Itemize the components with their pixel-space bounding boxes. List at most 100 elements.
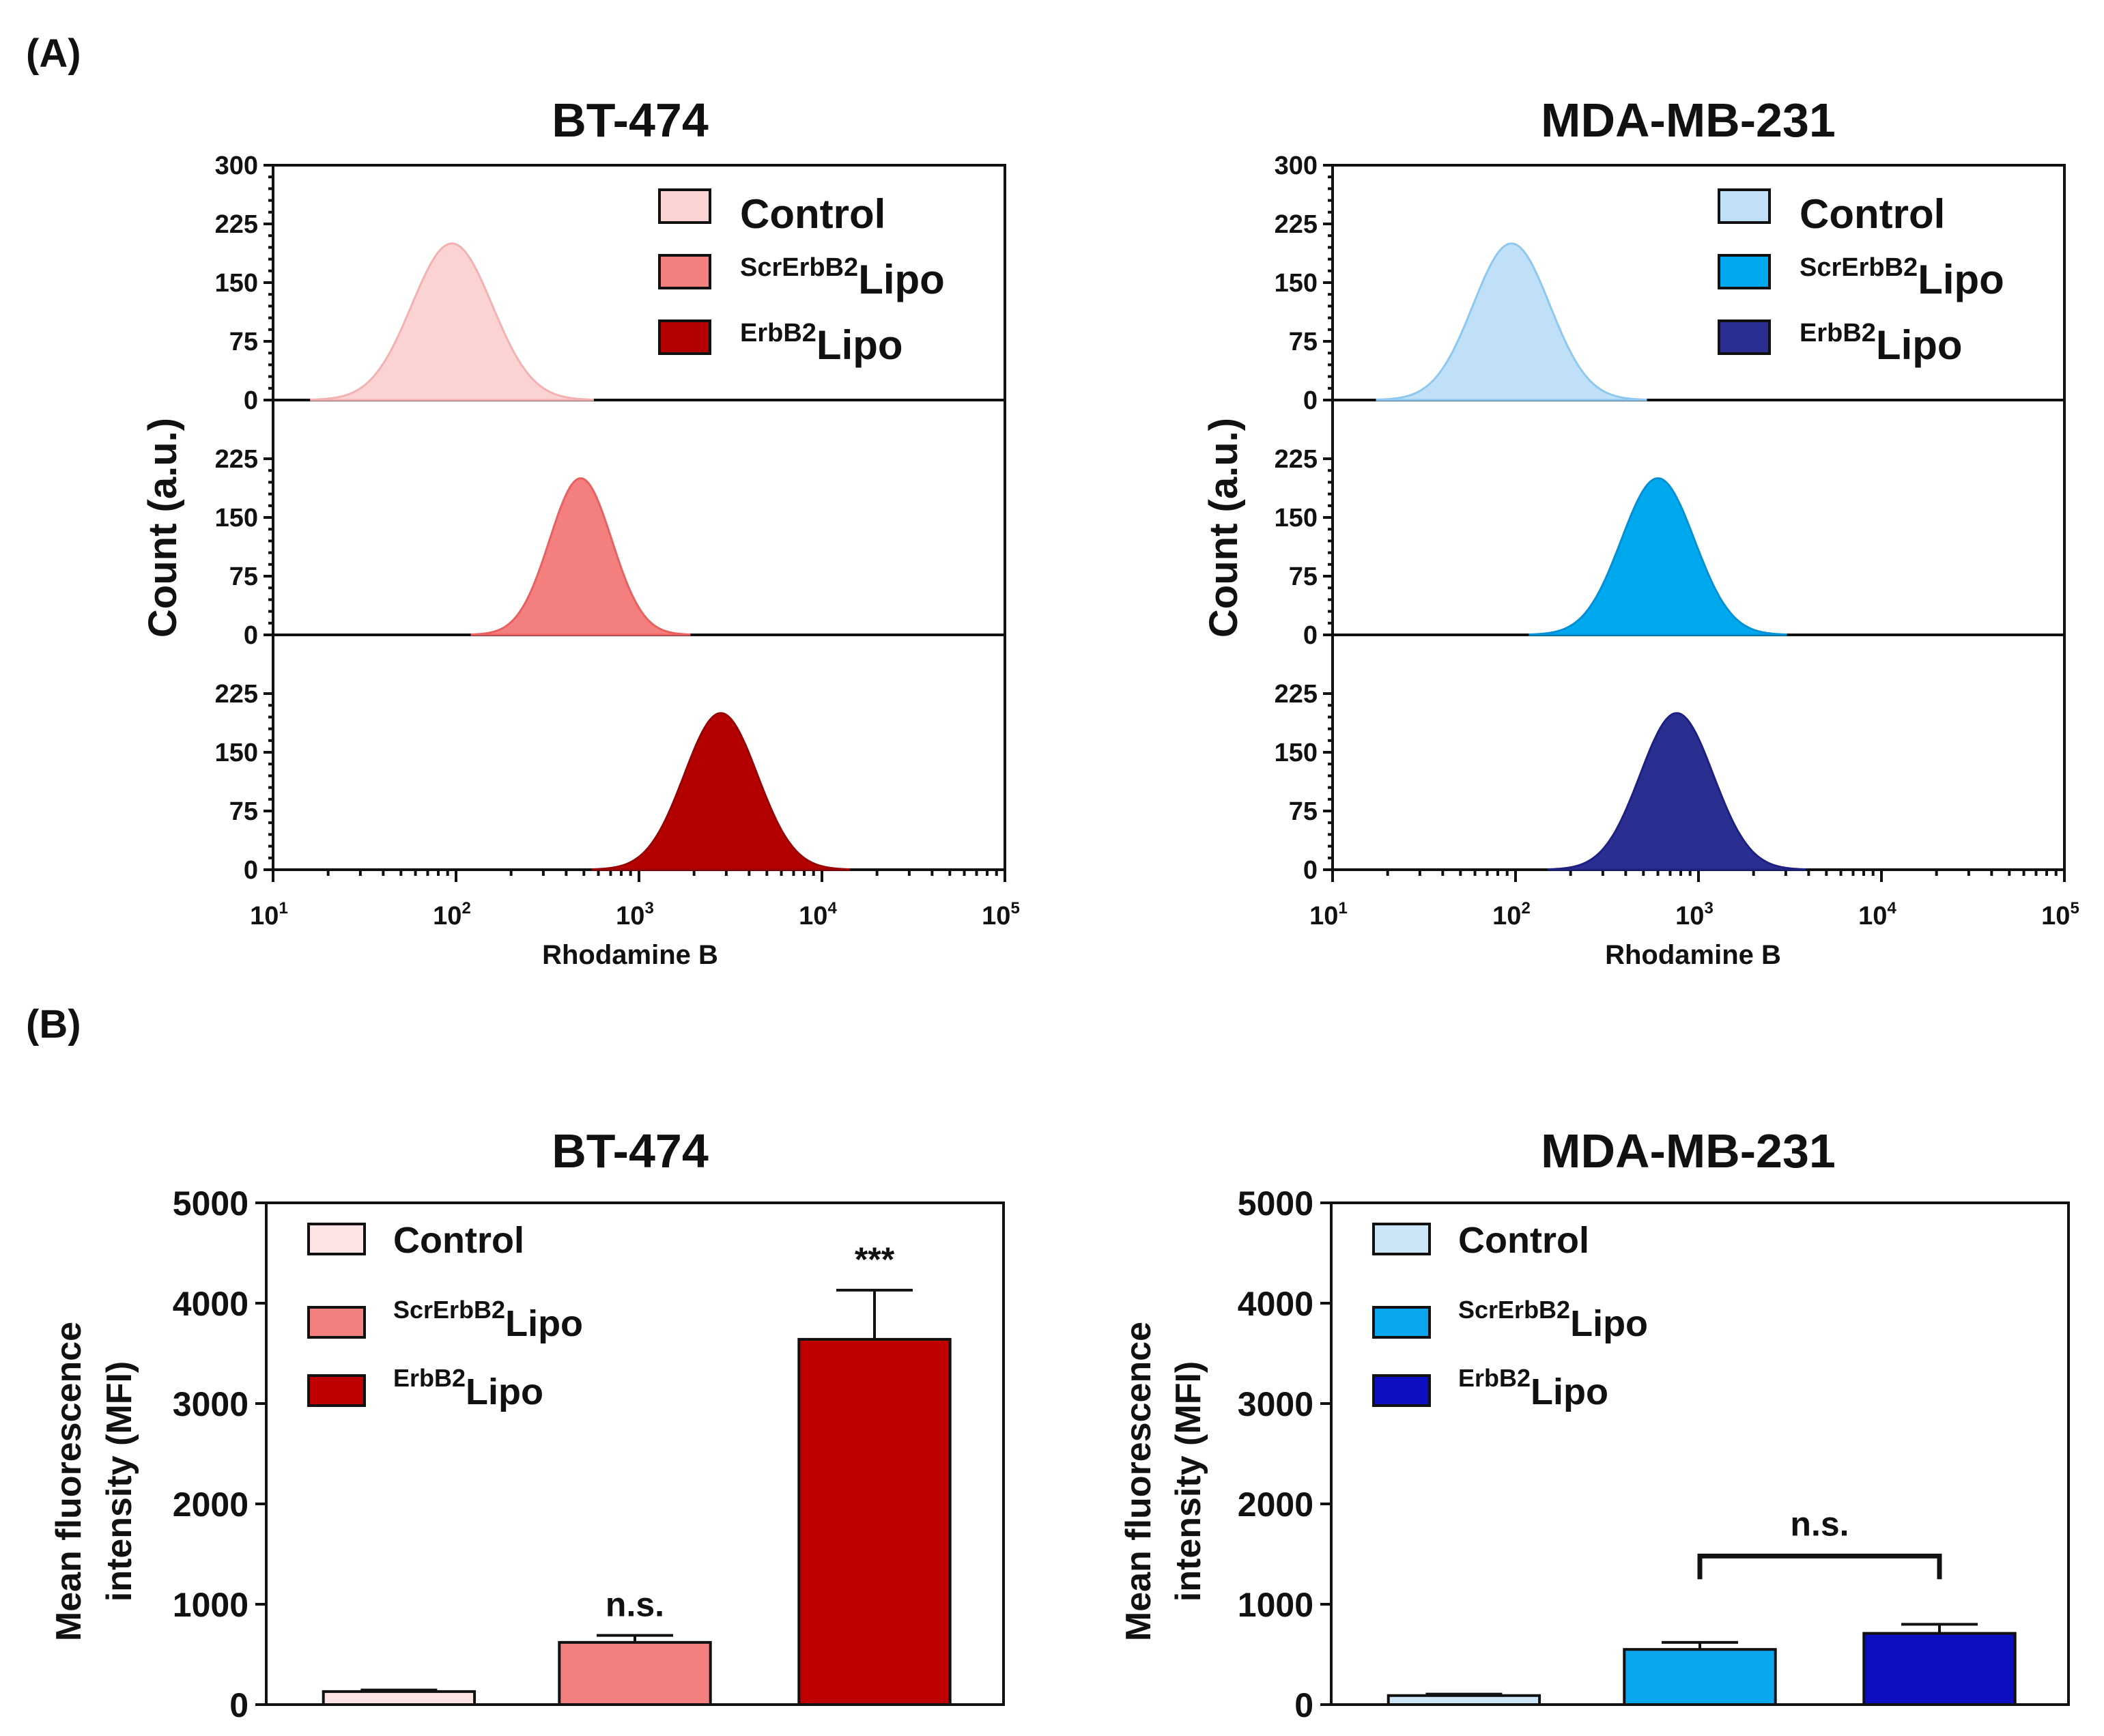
histogram-title: MDA-MB-231 bbox=[1541, 94, 1836, 147]
legend-label: ScrErbB2Lipo bbox=[1800, 253, 2004, 302]
y-tick-label: 225 bbox=[215, 210, 258, 239]
histogram-distribution bbox=[310, 242, 594, 401]
y-tick-label: 0 bbox=[244, 386, 258, 415]
y-tick-label: 150 bbox=[215, 269, 258, 298]
bar-chart-bt474: BT-474 Mean fluorescence intensity (MFI)… bbox=[49, 1124, 1005, 1724]
y-tick-label: 75 bbox=[1289, 563, 1318, 591]
x-tick-label: 103 bbox=[616, 899, 654, 930]
y-axis-label: Count (a.u.) bbox=[141, 418, 185, 638]
y-tick-label: 225 bbox=[1275, 210, 1318, 239]
y-tick-label: 150 bbox=[1275, 739, 1318, 767]
y-axis-label: Count (a.u.) bbox=[1202, 418, 1246, 638]
legend-swatch bbox=[1372, 1374, 1431, 1407]
significance-bracket bbox=[1697, 1553, 1942, 1580]
legend-label: ScrErbB2Lipo bbox=[393, 1296, 583, 1344]
legend-swatch bbox=[658, 319, 711, 355]
legend-label: Control bbox=[1458, 1220, 1589, 1261]
legend-label: ErbB2Lipo bbox=[393, 1364, 543, 1412]
y-axis-label-line-1: Mean fluorescence bbox=[1119, 1322, 1158, 1641]
x-tick-label: 105 bbox=[2041, 899, 2079, 930]
x-tick-label: 101 bbox=[1309, 899, 1348, 930]
y-tick-label: 225 bbox=[1275, 680, 1318, 709]
significance-label: *** bbox=[855, 1240, 895, 1279]
bar bbox=[1623, 1648, 1777, 1706]
legend-label: ErbB2Lipo bbox=[740, 319, 903, 368]
y-tick-label: 150 bbox=[215, 504, 258, 532]
bar bbox=[322, 1690, 477, 1706]
x-axis-label: Rhodamine B bbox=[1605, 940, 1781, 970]
bar bbox=[797, 1337, 952, 1707]
y-tick-label: 5000 bbox=[173, 1184, 248, 1223]
x-tick-label: 102 bbox=[433, 899, 471, 930]
histogram-distribution bbox=[1529, 477, 1787, 636]
bar bbox=[1862, 1632, 2017, 1706]
y-tick-label: 0 bbox=[1294, 1686, 1313, 1724]
histogram-distribution bbox=[470, 477, 691, 636]
y-tick-label: 3000 bbox=[173, 1385, 248, 1423]
y-tick-label: 0 bbox=[229, 1686, 248, 1724]
y-tick-label: 0 bbox=[1303, 621, 1318, 650]
y-axis-label-line-2: intensity (MFI) bbox=[1169, 1361, 1208, 1602]
y-tick-label: 225 bbox=[1275, 445, 1318, 474]
y-tick-label: 75 bbox=[229, 797, 258, 826]
legend-swatch bbox=[307, 1374, 366, 1407]
legend-swatch bbox=[1372, 1223, 1431, 1255]
y-tick-label: 4000 bbox=[1238, 1285, 1313, 1323]
y-tick-label: 2000 bbox=[1238, 1485, 1313, 1524]
y-tick-label: 0 bbox=[244, 621, 258, 650]
bar-chart-mda-mb-231: MDA-MB-231 Mean fluorescence intensity (… bbox=[1119, 1124, 2070, 1724]
x-tick-label: 102 bbox=[1492, 899, 1531, 930]
y-tick-label: 225 bbox=[215, 680, 258, 709]
y-tick-label: 1000 bbox=[1238, 1586, 1313, 1624]
histogram-distribution bbox=[1548, 712, 1806, 871]
legend-label: Control bbox=[740, 191, 885, 237]
panel-label-a: (A) bbox=[26, 31, 81, 76]
y-tick-label: 150 bbox=[215, 739, 258, 767]
y-tick-label: 75 bbox=[229, 563, 258, 591]
y-axis-label-line-1: Mean fluorescence bbox=[49, 1322, 89, 1641]
legend-swatch bbox=[1718, 188, 1771, 224]
y-tick-label: 0 bbox=[1303, 386, 1318, 415]
y-tick-label: 75 bbox=[1289, 797, 1318, 826]
y-axis-label-line-2: intensity (MFI) bbox=[100, 1361, 139, 1602]
y-tick-label: 0 bbox=[1303, 856, 1318, 885]
y-tick-label: 75 bbox=[229, 328, 258, 356]
significance-label: n.s. bbox=[1790, 1505, 1849, 1543]
legend-label: Control bbox=[1800, 191, 1945, 237]
histogram-distribution bbox=[1376, 242, 1647, 401]
y-tick-label: 150 bbox=[1275, 269, 1318, 298]
y-tick-label: 2000 bbox=[173, 1485, 248, 1524]
y-tick-label: 225 bbox=[215, 445, 258, 474]
x-tick-label: 104 bbox=[1858, 899, 1896, 930]
y-tick-label: 0 bbox=[244, 856, 258, 885]
bar bbox=[1387, 1694, 1541, 1707]
legend-swatch bbox=[307, 1306, 366, 1339]
legend-label: Control bbox=[393, 1220, 524, 1261]
legend-swatch bbox=[1372, 1306, 1431, 1339]
bar-chart-title: BT-474 bbox=[552, 1124, 709, 1178]
legend-label: ScrErbB2Lipo bbox=[1458, 1296, 1648, 1344]
legend-label: ErbB2Lipo bbox=[1800, 319, 1963, 368]
legend-label: ErbB2Lipo bbox=[1458, 1364, 1608, 1412]
x-axis-label: Rhodamine B bbox=[542, 940, 718, 970]
y-tick-label: 300 bbox=[1275, 152, 1318, 180]
y-tick-label: 5000 bbox=[1238, 1184, 1313, 1223]
x-tick-label: 103 bbox=[1675, 899, 1714, 930]
histogram-title: BT-474 bbox=[552, 94, 709, 147]
bar-chart-title: MDA-MB-231 bbox=[1541, 1124, 1836, 1178]
histogram-mda-mb-231: MDA-MB-231 Rhodamine B Count (a.u.) 300 2… bbox=[1202, 94, 2079, 970]
y-tick-label: 3000 bbox=[1238, 1385, 1313, 1423]
x-tick-label: 105 bbox=[982, 899, 1020, 930]
bar bbox=[558, 1640, 712, 1707]
significance-label: n.s. bbox=[606, 1586, 664, 1624]
legend-swatch bbox=[658, 254, 711, 289]
y-tick-label: 75 bbox=[1289, 328, 1318, 356]
legend-swatch bbox=[658, 188, 711, 224]
x-tick-label: 104 bbox=[799, 899, 837, 930]
legend-swatch bbox=[307, 1223, 366, 1255]
legend-swatch bbox=[1718, 319, 1771, 355]
x-tick-label: 101 bbox=[250, 899, 288, 930]
y-tick-label: 150 bbox=[1275, 504, 1318, 532]
panel-label-b: (B) bbox=[26, 1002, 81, 1047]
